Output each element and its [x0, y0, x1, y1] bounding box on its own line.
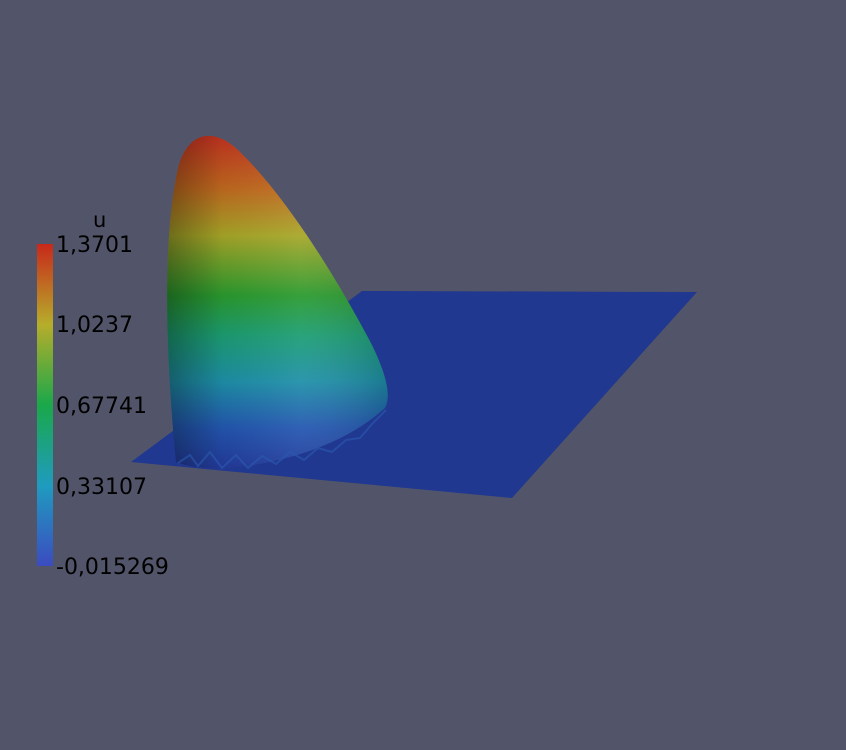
legend-tick-2: 1,0237 — [56, 313, 133, 338]
scalar-bar-title: u — [93, 208, 107, 232]
legend-tick-4: 0,33107 — [56, 475, 147, 500]
peak-shading — [167, 135, 388, 469]
colormap-bar — [37, 244, 53, 566]
peak-base-edge — [177, 409, 387, 470]
legend-tick-min: -0,015269 — [56, 555, 169, 580]
legend-tick-max: 1,3701 — [56, 233, 133, 258]
scalar-bar-legend: u 1,3701 1,0237 0,67741 0,33107 -0,01526… — [37, 208, 197, 588]
legend-tick-3: 0,67741 — [56, 394, 147, 419]
